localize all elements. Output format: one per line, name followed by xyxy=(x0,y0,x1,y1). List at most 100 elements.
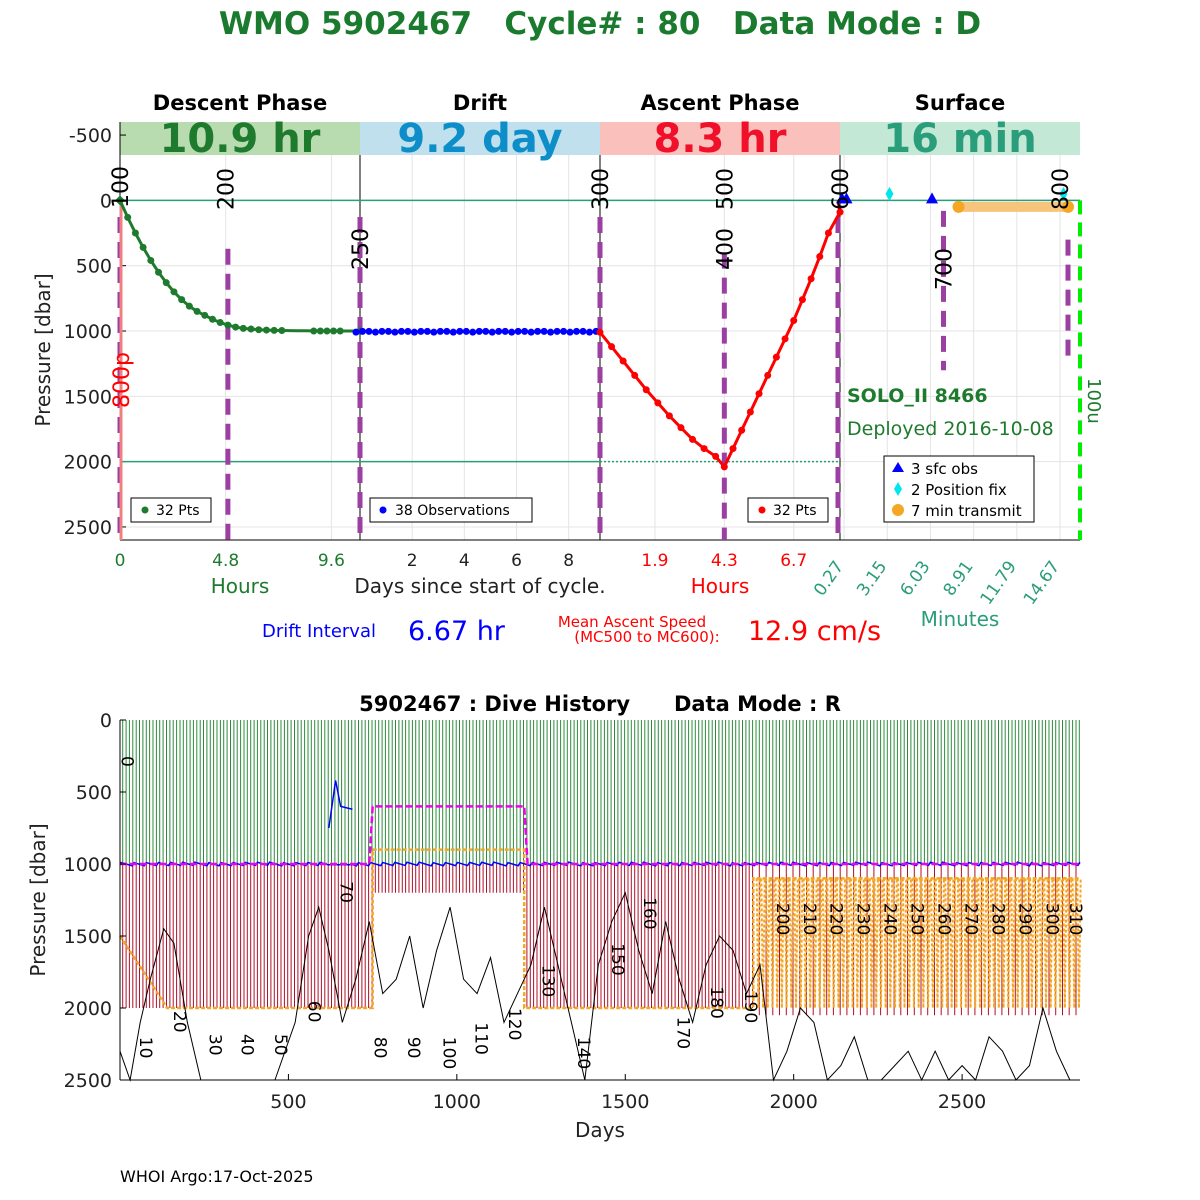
legend-swatch xyxy=(379,506,387,514)
drift-point xyxy=(573,327,581,335)
legend-box xyxy=(369,497,533,523)
legend-swatch xyxy=(141,506,149,514)
descent-point xyxy=(247,325,255,333)
drift-point xyxy=(560,327,568,335)
cycle-number-label: 230 xyxy=(853,903,873,935)
phase-duration: 10.9 hr xyxy=(160,116,321,162)
legend-swatch xyxy=(892,462,904,472)
phase-duration: 16 min xyxy=(883,116,1036,162)
descent-point xyxy=(262,326,270,334)
ascent-point xyxy=(596,328,604,336)
x-tick-label: 11.79 xyxy=(977,557,1021,608)
drift-point xyxy=(514,327,522,335)
transmit-end-marker xyxy=(1062,200,1074,213)
x-tick-label: 9.6 xyxy=(318,551,345,571)
cycle-number-label: 100 xyxy=(438,1037,458,1069)
bottom-y-tick-label: 1000 xyxy=(64,854,112,876)
legend-surface-obs: 3 sfc obs xyxy=(911,460,978,478)
park-label: 800p xyxy=(110,352,135,408)
x-tick-label: 2 xyxy=(407,551,418,571)
cycle-number-label: 80 xyxy=(369,1037,389,1059)
ascent-point xyxy=(720,463,728,471)
ascent-point xyxy=(836,208,844,216)
surface-x-label: Minutes xyxy=(921,607,1000,631)
drift-point xyxy=(371,328,379,336)
drift-point xyxy=(553,327,561,335)
cycle-number-label: 250 xyxy=(907,903,927,935)
descent-point xyxy=(208,315,216,323)
mission-command-label: 700 xyxy=(933,248,958,290)
cycle-number-label: 300 xyxy=(1041,903,1061,935)
drift-point xyxy=(365,327,373,335)
mission-command-label: 100 xyxy=(109,166,134,208)
bottom-y-tick-label: 2500 xyxy=(64,1070,112,1092)
descent-point xyxy=(278,326,286,334)
y-axis-label: Pressure [dbar] xyxy=(31,273,55,426)
drift-point xyxy=(534,327,542,335)
y-tick-label: 0 xyxy=(100,190,112,212)
drift-point xyxy=(462,327,470,335)
drift-point xyxy=(352,328,360,336)
legend-swatch xyxy=(892,504,904,516)
y-tick-label: 2500 xyxy=(64,517,112,539)
deployed-label: Deployed 2016-10-08 xyxy=(847,418,1054,440)
bottom-y-axis-label: Pressure [dbar] xyxy=(26,823,50,976)
mission-command-label: 800 xyxy=(1049,168,1074,210)
drift-point xyxy=(566,328,574,336)
cycle-number-label: 0 xyxy=(117,756,137,767)
x-tick-label: 8.91 xyxy=(940,557,978,599)
cycle-number-label: 50 xyxy=(270,1034,290,1056)
descent-point xyxy=(310,327,318,335)
descent-point xyxy=(232,323,240,331)
descent-point xyxy=(147,256,155,264)
profile-depth-zigzag xyxy=(755,878,1082,1009)
descent-point xyxy=(270,326,278,334)
dive-history-title: 5902467 : Dive History Data Mode : R xyxy=(359,692,841,716)
ascent-point xyxy=(764,371,772,379)
cycle-number-label: 10 xyxy=(135,1037,155,1059)
bottom-x-tick-label: 500 xyxy=(270,1091,306,1113)
info-line: Drift Interval 6.67 hr Mean Ascent Speed… xyxy=(262,613,881,647)
cycle-number-label: 180 xyxy=(706,986,726,1018)
y-tick-label: 500 xyxy=(76,256,112,278)
legend-drift: 38 Observations xyxy=(395,503,510,519)
y-tick-label: -500 xyxy=(69,125,112,147)
figure-title: WMO 5902467 Cycle# : 80 Data Mode : D xyxy=(219,6,981,42)
park-pressure-excursion xyxy=(328,780,353,829)
drift-point xyxy=(508,328,516,336)
ascent-speed-label-2: (MC500 to MC600): xyxy=(574,628,719,646)
descent-point xyxy=(139,243,147,251)
profile-depth-setting-line xyxy=(118,848,1080,1010)
cycle-number-label: 280 xyxy=(987,903,1007,935)
drift-point xyxy=(378,327,386,335)
drift-point xyxy=(358,327,366,335)
y-tick-label: 1500 xyxy=(64,386,112,408)
surface-obs-marker xyxy=(840,192,853,204)
cycle-number-label: 120 xyxy=(504,1008,524,1040)
drift-point xyxy=(443,327,451,335)
ascent-point xyxy=(746,408,754,416)
descent-start-point xyxy=(115,195,125,206)
phase-duration: 8.3 hr xyxy=(654,116,787,162)
descent-point xyxy=(330,327,338,335)
x-tick-label: 0.27 xyxy=(810,557,848,599)
cycle-number-label: 40 xyxy=(236,1034,256,1056)
drift-point xyxy=(430,328,438,336)
cycle-number-label: 190 xyxy=(740,991,760,1023)
ascent-point xyxy=(738,426,746,434)
drift-point xyxy=(397,327,405,335)
drift-point xyxy=(410,328,418,336)
descent-point xyxy=(124,213,132,221)
drift-point xyxy=(423,327,431,335)
cycle-number-label: 20 xyxy=(169,1011,189,1033)
phase-duration: 9.2 day xyxy=(397,116,562,162)
cycle-number-label: 210 xyxy=(799,903,819,935)
descent-point xyxy=(131,229,139,237)
cycle-number-label: 260 xyxy=(934,903,954,935)
phase-title: Descent Phase xyxy=(153,91,327,115)
ascent-point xyxy=(790,317,798,325)
drift-interval-value: 6.67 hr xyxy=(408,616,506,647)
cycle-number-label: 270 xyxy=(960,903,980,935)
drift-interval-label: Drift Interval xyxy=(262,621,376,642)
ascent-point xyxy=(631,371,639,379)
